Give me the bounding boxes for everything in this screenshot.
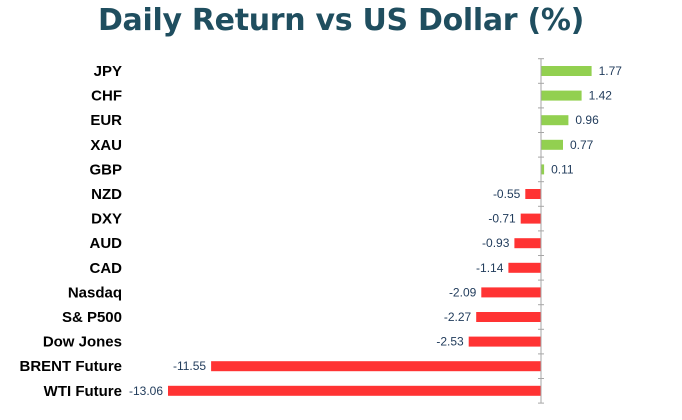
bar [476, 312, 541, 322]
bar [520, 213, 541, 224]
data-label: -0.55 [493, 187, 521, 201]
data-label: 0.11 [551, 162, 574, 176]
bar [541, 164, 545, 175]
category-label: JPY [94, 63, 122, 80]
bar [525, 189, 541, 199]
data-label: 0.77 [570, 138, 594, 152]
data-label: 0.96 [575, 113, 599, 127]
category-label: DXY [91, 211, 122, 228]
category-label: CHF [91, 88, 122, 105]
category-label: CAD [90, 260, 123, 277]
bar [541, 66, 592, 76]
labels-layer: JPY 1.77 CHF 1.42 EUR 0.96 XAU 0.77 GBP 0.11 NZD -0… [20, 63, 623, 400]
data-label: 1.42 [589, 89, 613, 103]
bar [468, 336, 541, 347]
data-label: -2.09 [449, 285, 477, 299]
category-label: S& P500 [62, 309, 122, 326]
bar [541, 115, 569, 126]
data-label: -1.14 [476, 261, 504, 275]
bar [211, 361, 541, 372]
data-label: -2.27 [444, 310, 472, 324]
data-label: -2.53 [436, 335, 464, 349]
category-label: GBP [89, 161, 122, 178]
category-label: Dow Jones [43, 334, 122, 351]
data-label: 1.77 [599, 64, 623, 78]
bar [168, 385, 541, 396]
category-label: BRENT Future [20, 358, 123, 375]
bar [508, 262, 541, 273]
axis-layer [538, 58, 544, 404]
category-label: XAU [90, 137, 122, 154]
chart-title: Daily Return vs US Dollar (%) [97, 3, 585, 38]
data-label: -0.93 [482, 236, 510, 250]
category-label: Nasdaq [68, 284, 122, 301]
bar [481, 287, 541, 298]
data-label: -11.55 [173, 359, 206, 373]
category-label: NZD [91, 186, 122, 203]
bar [541, 90, 582, 101]
data-label: -13.06 [129, 384, 163, 398]
bar [541, 139, 563, 150]
bars-layer [168, 66, 592, 396]
bar [514, 238, 541, 249]
category-label: EUR [90, 112, 122, 129]
category-label: WTI Future [44, 383, 122, 400]
data-label: -0.71 [488, 212, 516, 226]
category-label: AUD [90, 235, 123, 252]
